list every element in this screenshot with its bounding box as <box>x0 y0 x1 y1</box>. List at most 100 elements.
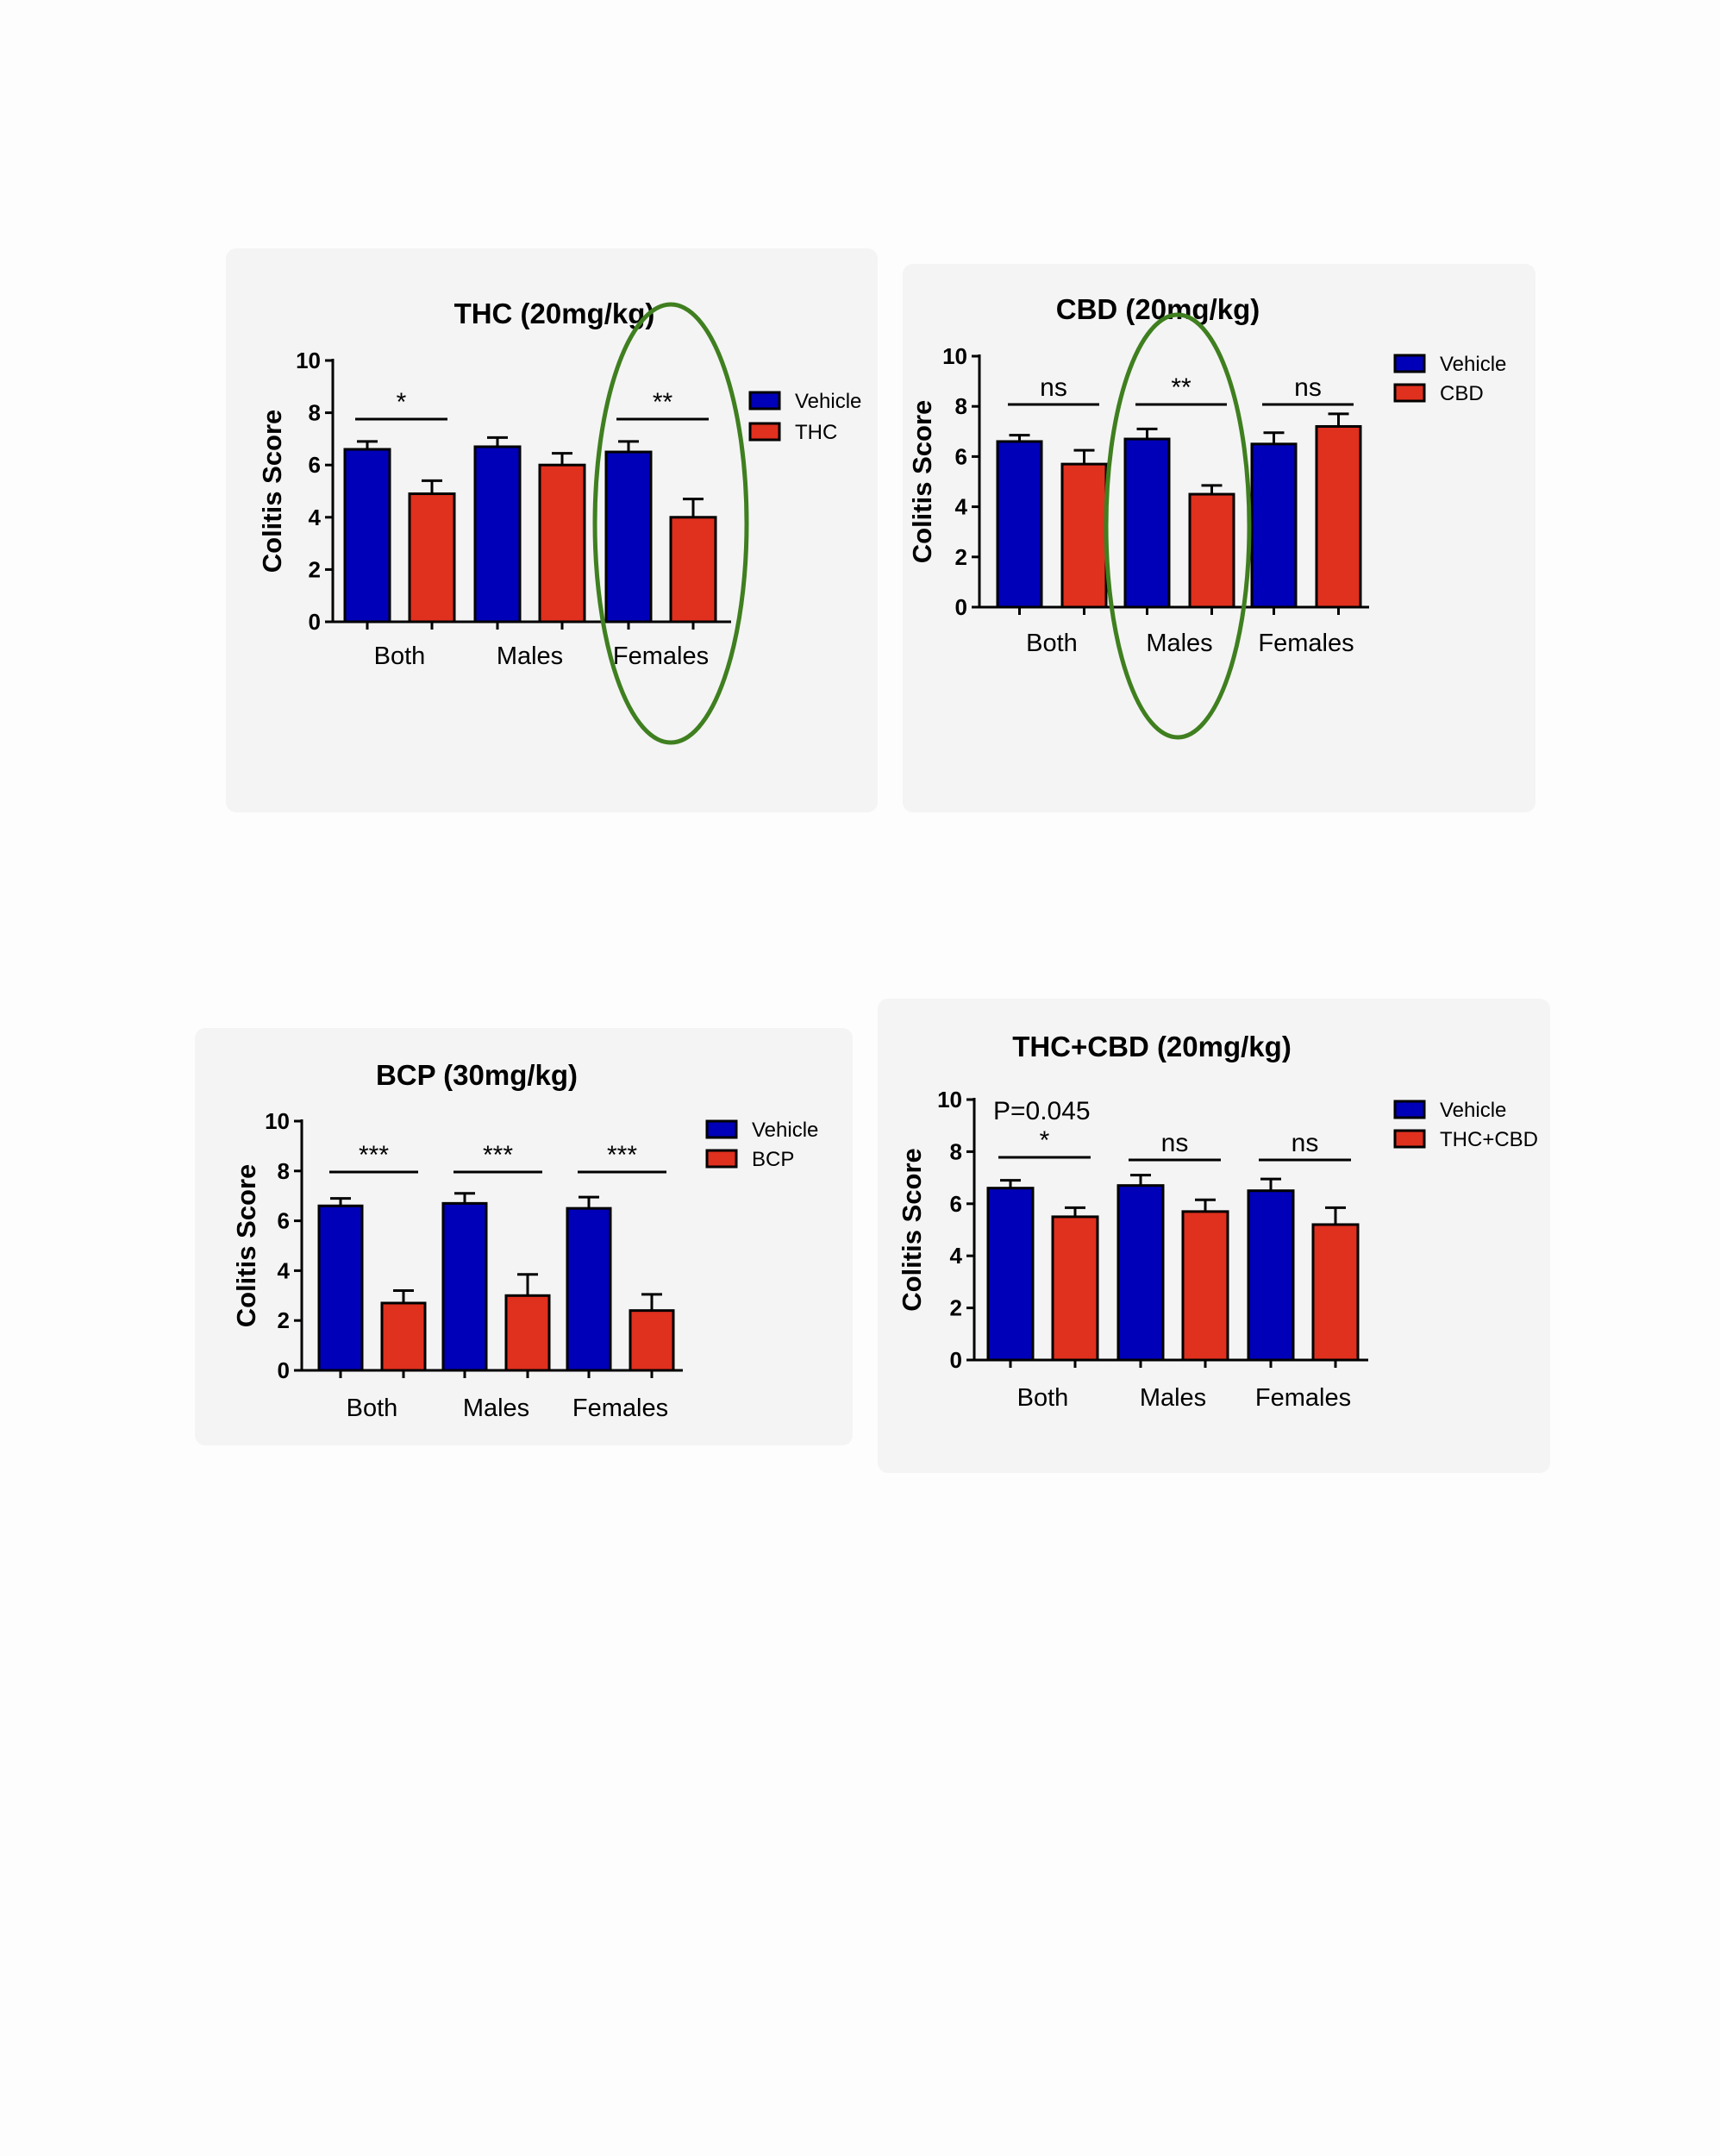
legend-label: CBD <box>1440 382 1484 405</box>
y-axis-label: Colitis Score <box>257 410 287 573</box>
x-category-label: Males <box>463 1395 529 1422</box>
highlight-ellipse <box>1104 312 1252 740</box>
legend-label: Vehicle <box>1440 353 1506 376</box>
y-tick-label: 2 <box>950 1295 962 1321</box>
y-tick-label: 0 <box>950 1347 962 1373</box>
significance-label: *** <box>483 1141 513 1169</box>
bar-vehicle-both <box>343 448 391 624</box>
bar-vehicle-males <box>441 1201 488 1372</box>
y-tick-label: 10 <box>937 1087 962 1112</box>
x-category-label: Males <box>1146 630 1212 657</box>
chart-panel-bcp <box>195 1028 853 1445</box>
y-tick-label: 4 <box>309 505 322 530</box>
legend-swatch-thc <box>748 422 781 442</box>
bar-thc-females <box>669 516 717 624</box>
bar-thc-cbd-females <box>1311 1223 1360 1362</box>
y-tick-label: 8 <box>955 393 967 419</box>
significance-label: ** <box>1171 373 1191 402</box>
x-category-label: Females <box>1255 1384 1351 1412</box>
chart-title: CBD (20mg/kg) <box>1056 293 1260 325</box>
bar-bcp-males <box>504 1294 551 1372</box>
y-tick-label: 6 <box>955 443 967 469</box>
bar-bcp-both <box>380 1301 427 1372</box>
y-tick-label: 2 <box>309 556 321 582</box>
legend-swatch-vehicle <box>1393 1100 1426 1119</box>
legend-label: THC+CBD <box>1440 1128 1538 1151</box>
y-tick-label: 4 <box>950 1243 963 1269</box>
y-tick-label: 0 <box>278 1357 290 1383</box>
bar-thc-males <box>538 463 586 624</box>
y-axis-label: Colitis Score <box>897 1148 927 1312</box>
bar-thc-both <box>408 492 456 624</box>
legend-label: BCP <box>752 1148 794 1171</box>
p-value-annotation: P=0.045 <box>993 1097 1091 1125</box>
y-tick-label: 10 <box>942 343 967 369</box>
y-axis-label: Colitis Score <box>231 1164 261 1328</box>
x-category-label: Females <box>1258 630 1354 657</box>
significance-label: ns <box>1161 1129 1189 1157</box>
y-tick-label: 2 <box>278 1307 290 1333</box>
bar-vehicle-females <box>1247 1189 1295 1362</box>
bar-vehicle-both <box>996 440 1043 609</box>
y-tick-label: 10 <box>296 348 321 373</box>
x-category-label: Males <box>497 642 563 670</box>
y-axis-label: Colitis Score <box>907 400 937 564</box>
legend-swatch-thc-cbd <box>1393 1129 1426 1149</box>
bar-vehicle-males <box>473 445 522 624</box>
bar-thc-cbd-both <box>1051 1215 1099 1362</box>
x-category-label: Both <box>347 1395 398 1422</box>
significance-label: * <box>1040 1126 1050 1155</box>
legend-swatch-cbd <box>1393 383 1426 403</box>
chart-title: THC+CBD (20mg/kg) <box>1012 1031 1292 1062</box>
significance-label: * <box>397 388 407 417</box>
legend-swatch-vehicle <box>705 1119 738 1139</box>
bar-cbd-females <box>1315 424 1362 609</box>
legend-label: Vehicle <box>1440 1099 1506 1122</box>
y-tick-label: 8 <box>950 1138 962 1164</box>
y-tick-label: 0 <box>309 609 321 635</box>
bar-thc-cbd-males <box>1181 1210 1229 1362</box>
bar-vehicle-males <box>1116 1184 1165 1362</box>
legend-swatch-vehicle <box>748 391 781 411</box>
bar-vehicle-females <box>566 1206 612 1372</box>
y-tick-label: 8 <box>309 400 321 426</box>
y-tick-label: 6 <box>309 452 321 478</box>
x-category-label: Females <box>572 1395 668 1422</box>
y-tick-label: 8 <box>278 1158 290 1184</box>
bar-vehicle-both <box>986 1187 1035 1362</box>
significance-label: ns <box>1292 1129 1319 1157</box>
bar-vehicle-both <box>317 1204 364 1372</box>
bar-vehicle-males <box>1123 437 1171 609</box>
y-tick-label: 6 <box>278 1208 290 1234</box>
y-tick-label: 4 <box>278 1257 291 1283</box>
significance-label: ** <box>653 388 673 417</box>
significance-label: *** <box>607 1141 637 1169</box>
y-tick-label: 6 <box>950 1191 962 1217</box>
significance-label: ns <box>1294 373 1322 402</box>
legend-label: THC <box>795 421 837 444</box>
chart-title: BCP (30mg/kg) <box>376 1059 578 1091</box>
y-tick-label: 2 <box>955 544 967 570</box>
legend-swatch-vehicle <box>1393 354 1426 373</box>
highlight-ellipse <box>592 302 749 745</box>
significance-label: ns <box>1040 373 1067 402</box>
legend-label: Vehicle <box>752 1119 818 1142</box>
significance-label: *** <box>359 1141 389 1169</box>
x-category-label: Both <box>374 642 426 670</box>
y-tick-label: 10 <box>265 1108 290 1134</box>
y-tick-label: 0 <box>955 594 967 620</box>
x-category-label: Both <box>1026 630 1078 657</box>
bar-vehicle-females <box>604 450 653 624</box>
bar-cbd-both <box>1060 462 1108 609</box>
bar-cbd-males <box>1188 492 1235 609</box>
bar-bcp-females <box>629 1309 675 1372</box>
y-tick-label: 4 <box>955 494 968 520</box>
x-category-label: Both <box>1017 1384 1069 1412</box>
x-category-label: Females <box>613 642 709 670</box>
x-category-label: Males <box>1140 1384 1206 1412</box>
bar-vehicle-females <box>1250 442 1298 609</box>
chart-title: THC (20mg/kg) <box>454 298 655 329</box>
legend-swatch-bcp <box>705 1149 738 1169</box>
legend-label: Vehicle <box>795 390 861 413</box>
